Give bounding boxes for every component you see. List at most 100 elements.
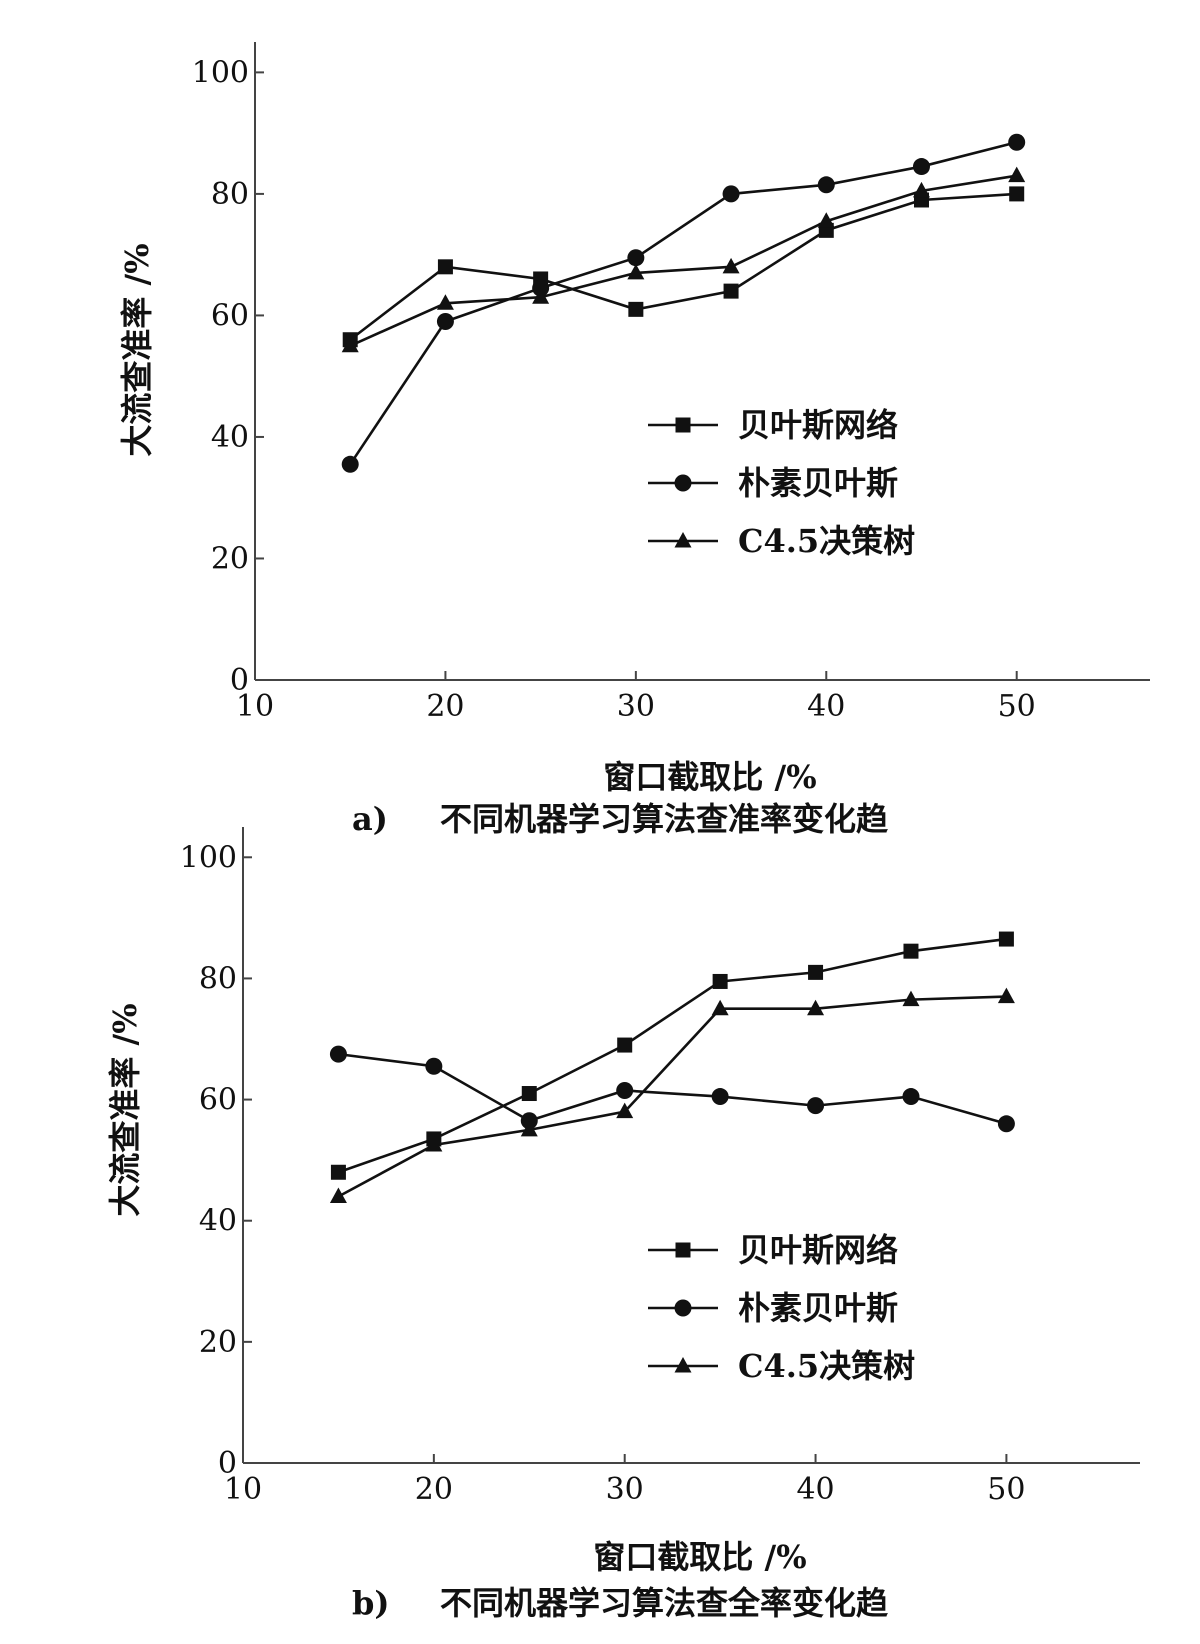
- legend-label: 朴素贝叶斯: [738, 1289, 898, 1327]
- x-tick-label: 30: [617, 689, 655, 724]
- data-point-triangle: [722, 257, 740, 274]
- legend-marker-square: [675, 1242, 691, 1258]
- caption-text-b: 不同机器学习算法查全率变化趋: [440, 1584, 889, 1622]
- data-point-triangle: [329, 1187, 347, 1203]
- data-point-circle: [627, 249, 645, 267]
- data-point-triangle: [711, 999, 729, 1016]
- x-tick-label: 10: [236, 689, 274, 724]
- data-point-circle: [616, 1081, 634, 1099]
- data-point-triangle: [902, 990, 920, 1007]
- series-markers-b: [329, 931, 1015, 1203]
- series-line-circle: [349, 140, 1018, 466]
- x-tick-label: 10: [224, 1472, 262, 1507]
- data-point-circle: [520, 1112, 538, 1130]
- data-point-circle: [817, 176, 835, 194]
- x-tick-label: 50: [998, 689, 1036, 724]
- data-point-circle: [341, 455, 359, 473]
- ticks-a: 10 20 30 40 50 0 20 40 60 80 100: [192, 55, 1036, 724]
- data-point-square: [437, 259, 453, 275]
- x-tick-label: 50: [987, 1472, 1025, 1507]
- y-tick-label: 80: [199, 961, 237, 996]
- caption-text-a: 不同机器学习算法查准率变化趋: [440, 800, 889, 838]
- data-point-square: [521, 1086, 537, 1102]
- data-point-triangle: [341, 336, 359, 353]
- data-point-triangle: [532, 288, 550, 304]
- data-point-square: [617, 1037, 633, 1053]
- legend-label: 贝叶斯网络: [738, 406, 898, 444]
- data-point-circle: [997, 1115, 1015, 1133]
- axes-a: [254, 42, 1150, 681]
- x-axis-label-a: 窗口截取比 /%: [603, 758, 816, 796]
- data-point-triangle: [616, 1102, 634, 1119]
- data-point-triangle: [997, 987, 1015, 1004]
- data-point-square: [808, 964, 824, 980]
- y-tick-label: 20: [199, 1325, 237, 1360]
- data-point-triangle: [425, 1136, 443, 1152]
- data-point-circle: [436, 313, 454, 331]
- data-point-triangle: [627, 263, 645, 280]
- legend-marker-triangle: [674, 1357, 692, 1373]
- data-point-square: [903, 943, 919, 959]
- data-point-circle: [807, 1097, 825, 1115]
- ticks-b: 10 20 30 40 50 0 20 40 60 80 100: [180, 840, 1026, 1507]
- data-point-square: [330, 1164, 346, 1180]
- y-axis-label-b: 大流查准率 /%: [106, 1003, 144, 1216]
- series-line-square: [349, 192, 1017, 341]
- legend-marker-circle: [674, 1299, 692, 1317]
- y-tick-label: 100: [180, 840, 237, 875]
- data-point-square: [628, 301, 644, 317]
- legend-marker-circle: [674, 474, 692, 492]
- data-point-triangle: [436, 294, 454, 310]
- data-point-circle: [902, 1088, 920, 1106]
- data-point-circle: [329, 1045, 347, 1063]
- y-tick-label: 60: [211, 298, 249, 333]
- data-point-circle: [711, 1088, 729, 1106]
- x-tick-label: 30: [606, 1472, 644, 1507]
- data-point-triangle: [817, 212, 835, 228]
- y-tick-label: 80: [211, 177, 249, 212]
- series-line-triangle: [349, 174, 1017, 347]
- legend-label: 贝叶斯网络: [738, 1231, 898, 1269]
- series-line-circle: [338, 1052, 1007, 1126]
- x-tick-label: 20: [415, 1472, 453, 1507]
- data-point-triangle: [520, 1120, 538, 1137]
- series-lines-b: [337, 937, 1007, 1198]
- caption-label-b: b): [352, 1584, 390, 1622]
- legend-label: C4.5决策树: [738, 522, 915, 560]
- x-axis-label-b: 窗口截取比 /%: [593, 1538, 806, 1576]
- y-tick-label: 20: [211, 541, 249, 576]
- data-point-circle: [722, 185, 740, 203]
- y-tick-label: 0: [218, 1446, 237, 1481]
- data-point-circle: [532, 279, 550, 297]
- legend-marker-square: [675, 417, 691, 433]
- x-tick-label: 40: [796, 1472, 834, 1507]
- series-line-square: [337, 937, 1007, 1174]
- legend-marker-triangle: [674, 532, 692, 548]
- y-tick-label: 0: [230, 663, 249, 698]
- data-point-square: [712, 973, 728, 989]
- x-tick-label: 40: [807, 689, 845, 724]
- data-point-circle: [912, 158, 930, 176]
- axes-b: [242, 827, 1140, 1464]
- y-tick-label: 100: [192, 55, 249, 90]
- data-point-square: [1009, 186, 1025, 202]
- caption-label-a: a): [352, 800, 388, 838]
- data-point-triangle: [912, 181, 930, 198]
- data-point-triangle: [1008, 166, 1026, 183]
- series-line-triangle: [337, 995, 1007, 1198]
- y-tick-label: 60: [199, 1083, 237, 1118]
- x-tick-label: 20: [426, 689, 464, 724]
- series-markers-a: [341, 133, 1026, 473]
- data-point-square: [723, 283, 739, 299]
- data-point-square: [998, 931, 1014, 947]
- legend-label: C4.5决策树: [738, 1347, 915, 1385]
- y-tick-label: 40: [199, 1204, 237, 1239]
- y-tick-label: 40: [211, 420, 249, 455]
- series-lines-a: [349, 140, 1018, 466]
- y-axis-label-a: 大流查准率 /%: [118, 243, 156, 456]
